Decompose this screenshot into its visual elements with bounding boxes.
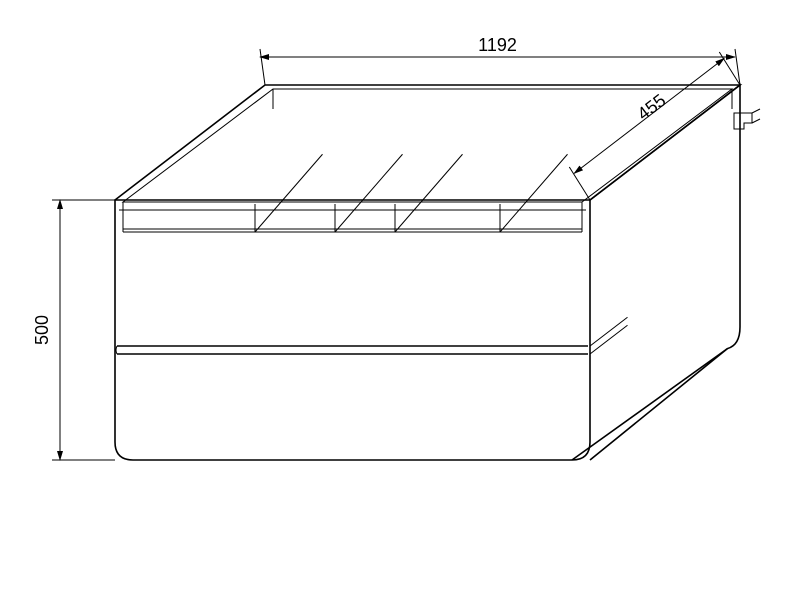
dim-width-label: 1192: [478, 35, 517, 55]
cabinet-body: [115, 85, 760, 460]
dim-depth-label: 455: [634, 90, 670, 124]
technical-drawing: 1192 455 500: [0, 0, 800, 600]
dimension-lines: 1192 455 500: [32, 35, 740, 460]
dim-height-label: 500: [32, 315, 52, 345]
